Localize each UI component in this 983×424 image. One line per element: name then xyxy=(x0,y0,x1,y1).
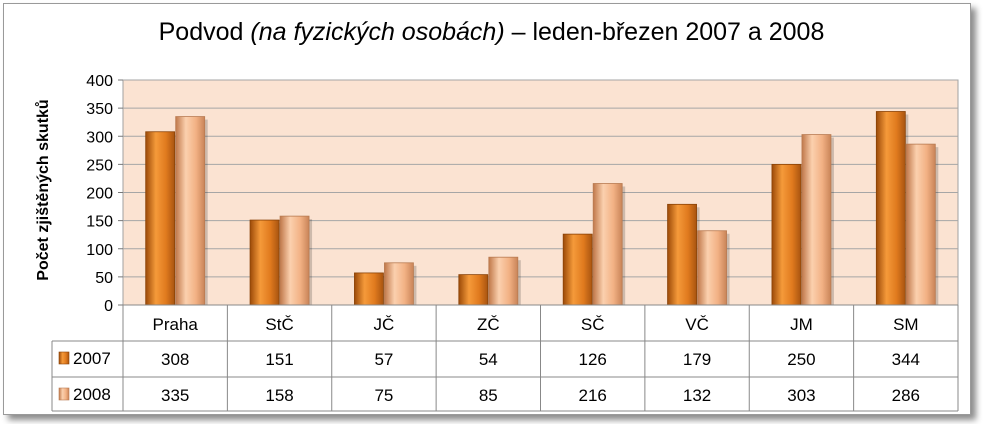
chart-title: Podvod (na fyzických osobách) – leden-bř… xyxy=(0,18,983,47)
y-tick-label: 200 xyxy=(86,186,113,203)
data-label: 75 xyxy=(374,386,393,405)
data-label: 85 xyxy=(479,386,498,405)
chart-title-main: Podvod xyxy=(158,18,251,46)
y-tick-label: 100 xyxy=(86,242,113,259)
data-label: 286 xyxy=(892,386,920,405)
data-label: 335 xyxy=(161,386,189,405)
x-tick-label: SČ xyxy=(581,315,605,334)
y-tick-label: 0 xyxy=(104,298,113,315)
legend-key-2007 xyxy=(58,351,70,365)
bar-2008-StČ xyxy=(279,215,310,306)
data-label: 344 xyxy=(892,350,920,369)
bar-2007-ZČ xyxy=(458,274,489,306)
bar-2007-VČ xyxy=(667,203,697,306)
x-tick-label: VČ xyxy=(685,315,709,334)
y-tick-label: 250 xyxy=(86,157,113,174)
x-tick-label: Praha xyxy=(153,315,199,334)
bar-2008-VČ xyxy=(697,230,727,306)
x-tick-label: ZČ xyxy=(477,315,500,334)
bar-2007-StČ xyxy=(249,219,280,306)
y-tick-label: 300 xyxy=(86,129,113,146)
data-label: 57 xyxy=(374,350,393,369)
x-tick-label: JM xyxy=(790,315,813,334)
data-label: 54 xyxy=(479,350,498,369)
bar-2008-SČ xyxy=(592,183,623,306)
data-label: 303 xyxy=(787,386,815,405)
data-label: 151 xyxy=(265,350,293,369)
y-tick-label: 400 xyxy=(86,73,113,90)
data-label: 250 xyxy=(787,350,815,369)
y-tick-label: 50 xyxy=(95,270,113,287)
data-label: 126 xyxy=(579,350,607,369)
data-label: 158 xyxy=(265,386,293,405)
bar-2007-SM xyxy=(875,111,906,306)
legend-key-2008 xyxy=(58,387,70,401)
x-tick-label: SM xyxy=(893,315,919,334)
bar-2007-JM xyxy=(771,163,802,306)
bar-2008-JM xyxy=(801,134,832,306)
bar-2007-SČ xyxy=(562,233,593,306)
bar-2008-ZČ xyxy=(488,256,519,306)
x-tick-label: JČ xyxy=(374,315,395,334)
bar-2007-Praha xyxy=(145,131,176,306)
bar-2007-JČ xyxy=(354,272,384,306)
data-label: 132 xyxy=(683,386,711,405)
bar-2008-SM xyxy=(905,143,936,306)
legend-label-2007: 2007 xyxy=(73,349,111,368)
data-label: 216 xyxy=(579,386,607,405)
y-tick-label: 150 xyxy=(86,214,113,231)
chart-title-period: – leden-březen 2007 a 2008 xyxy=(504,18,825,46)
data-label: 308 xyxy=(161,350,189,369)
data-label: 179 xyxy=(683,350,711,369)
bar-2008-JČ xyxy=(384,262,414,306)
legend-label-2008: 2008 xyxy=(73,385,111,404)
chart-title-italic: (na fyzických osobách) xyxy=(250,18,505,46)
bar-2008-Praha xyxy=(175,116,206,306)
x-tick-label: StČ xyxy=(265,315,293,334)
y-tick-label: 350 xyxy=(86,101,113,118)
